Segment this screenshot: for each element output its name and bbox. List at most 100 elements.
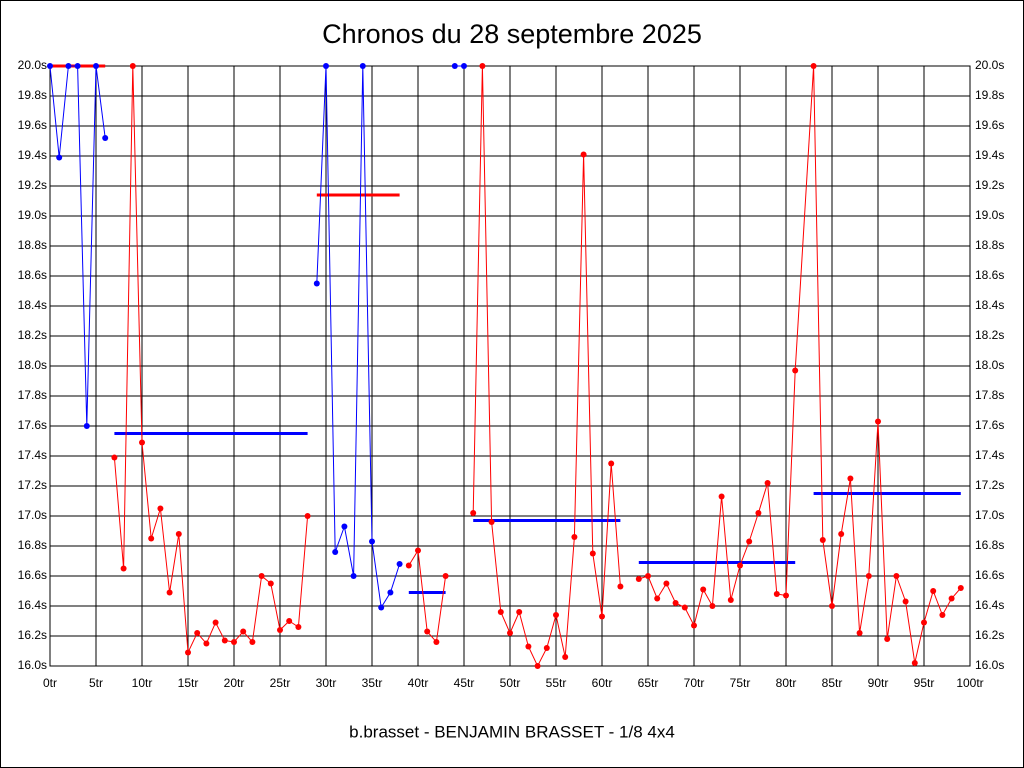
data-point: [56, 154, 63, 161]
y-tick-label: 16.4s: [18, 598, 47, 612]
data-point: [939, 612, 946, 618]
data-point: [350, 573, 357, 579]
data-point: [819, 537, 826, 543]
data-point: [525, 643, 532, 650]
y-tick-label: 17.6s: [18, 418, 47, 432]
y-tick-label: 17.0s: [18, 508, 47, 522]
y-tick-label: 19.4s: [18, 148, 47, 162]
data-point: [83, 423, 90, 429]
data-point: [175, 531, 182, 537]
y2-tick-label: 19.4s: [975, 148, 1004, 162]
y2-tick-label: 18.4s: [975, 298, 1004, 312]
x-tick-label: 30tr: [316, 676, 337, 690]
data-point: [709, 603, 716, 609]
data-point: [286, 618, 293, 624]
data-point: [856, 630, 863, 636]
data-point: [847, 475, 854, 482]
data-point: [378, 604, 385, 611]
y2-tick-label: 16.2s: [975, 628, 1004, 642]
data-point: [332, 549, 339, 555]
y-tick-label: 16.0s: [18, 658, 47, 672]
x-tick-label: 95tr: [914, 676, 935, 690]
y-tick-label: 19.2s: [18, 178, 47, 192]
data-point: [635, 576, 642, 582]
data-point: [433, 639, 440, 645]
data-point: [139, 439, 145, 446]
y-tick-label: 18.4s: [18, 298, 47, 312]
y-tick-label: 17.2s: [18, 478, 47, 492]
data-point: [773, 591, 780, 597]
data-point: [543, 645, 550, 651]
data-point: [783, 592, 789, 599]
data-point: [507, 630, 513, 636]
data-point: [442, 573, 449, 579]
data-point: [553, 612, 559, 618]
y-tick-label: 18.6s: [18, 268, 47, 282]
data-point: [166, 589, 173, 596]
y2-tick-label: 17.0s: [975, 508, 1004, 522]
data-point: [948, 595, 955, 602]
data-point: [479, 63, 486, 69]
data-point: [792, 367, 799, 374]
data-point: [47, 63, 53, 69]
y-tick-label: 19.6s: [18, 118, 47, 132]
data-point: [258, 573, 265, 579]
y2-tick-label: 17.6s: [975, 418, 1004, 432]
y2-tick-label: 19.6s: [975, 118, 1004, 132]
data-point: [884, 636, 891, 642]
data-point: [369, 538, 375, 545]
y2-tick-label: 19.8s: [975, 88, 1004, 102]
data-point: [810, 63, 817, 69]
x-tick-label: 80tr: [776, 676, 797, 690]
x-tick-label: 50tr: [500, 676, 521, 690]
x-tick-label: 25tr: [270, 676, 291, 690]
data-point: [718, 493, 725, 500]
data-point: [497, 609, 504, 615]
y-tick-label: 18.0s: [18, 358, 47, 372]
y2-tick-label: 19.2s: [975, 178, 1004, 192]
y2-tick-label: 18.8s: [975, 238, 1004, 252]
data-point: [387, 589, 394, 596]
y-tick-label: 20.0s: [18, 58, 47, 72]
data-point: [405, 562, 412, 569]
data-point: [838, 531, 845, 537]
x-tick-label: 10tr: [132, 676, 153, 690]
y-tick-label: 17.8s: [18, 388, 47, 402]
y-tick-label: 18.2s: [18, 328, 47, 342]
data-point: [203, 640, 210, 647]
plot-frame: [49, 65, 971, 667]
x-tick-label: 75tr: [730, 676, 751, 690]
data-point: [700, 586, 707, 593]
data-point: [829, 603, 835, 609]
data-point: [120, 565, 127, 572]
x-tick-label: 65tr: [638, 676, 659, 690]
data-point: [911, 660, 918, 666]
data-point: [875, 418, 881, 425]
data-point: [194, 630, 201, 636]
x-tick-label: 90tr: [868, 676, 889, 690]
data-point: [93, 63, 99, 69]
y2-tick-label: 17.2s: [975, 478, 1004, 492]
data-point: [930, 588, 937, 594]
chart-title: Chronos du 28 septembre 2025: [322, 19, 702, 49]
data-point: [654, 595, 661, 602]
data-point: [249, 639, 256, 645]
data-point: [415, 547, 421, 554]
data-point: [295, 624, 302, 630]
data-point: [865, 573, 872, 579]
data-point: [221, 637, 228, 644]
data-point: [608, 460, 615, 467]
data-point: [341, 523, 348, 530]
data-point: [589, 550, 596, 557]
data-point: [755, 510, 762, 516]
chart-caption: b.brasset - BENJAMIN BRASSET - 1/8 4x4: [349, 722, 675, 741]
data-point: [617, 583, 624, 590]
data-point: [129, 63, 136, 69]
data-point: [571, 534, 578, 540]
data-point: [727, 597, 734, 603]
data-point: [746, 538, 753, 545]
data-point: [488, 519, 495, 525]
y2-tick-label: 16.8s: [975, 538, 1004, 552]
